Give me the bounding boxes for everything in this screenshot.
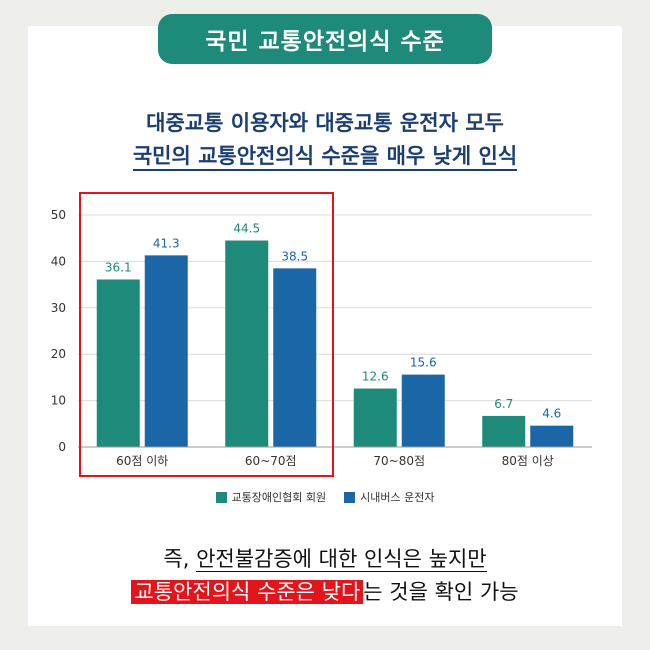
x-tick-label: 80점 이상 bbox=[502, 454, 554, 468]
chart-legend: 교통장애인협회 회원 시내버스 운전자 bbox=[0, 489, 650, 505]
summary-line-2: 교통안전의식 수준은 낮다 는 것을 확인 가능 bbox=[0, 576, 650, 606]
headline-line-1: 대중교통 이용자와 대중교통 운전자 모두 bbox=[146, 111, 504, 135]
legend-label-series-1: 교통장애인협회 회원 bbox=[231, 491, 327, 504]
legend-item-series-1: 교통장애인협회 회원 bbox=[215, 489, 327, 505]
data-label: 44.5 bbox=[233, 222, 260, 236]
y-tick-label: 20 bbox=[51, 347, 66, 361]
bar bbox=[353, 388, 397, 447]
x-tick-label: 60~70점 bbox=[245, 454, 297, 468]
data-label: 12.6 bbox=[362, 370, 389, 384]
summary-highlight-text: 교통안전의식 수준은 낮다 bbox=[131, 580, 364, 604]
y-tick-label: 10 bbox=[51, 394, 66, 408]
data-label: 4.6 bbox=[542, 407, 561, 421]
data-label: 38.5 bbox=[281, 249, 308, 263]
page-title: 국민 교통안전의식 수준 bbox=[205, 29, 445, 55]
summary-line-1: 즉, 안전불감증에 대한 인식은 높지만 bbox=[0, 543, 650, 573]
headline-line-2: 국민의 교통안전의식 수준을 매우 낮게 인식 bbox=[0, 140, 650, 171]
page-title-banner: 국민 교통안전의식 수준 bbox=[158, 14, 492, 64]
bar bbox=[273, 268, 317, 447]
data-label: 6.7 bbox=[494, 397, 513, 411]
bar bbox=[401, 374, 445, 447]
summary-underlined-text: 안전불감증에 대한 인식은 높지만 bbox=[196, 547, 487, 572]
legend-swatch-series-2 bbox=[344, 491, 356, 503]
summary-suffix: 는 것을 확인 가능 bbox=[363, 580, 519, 604]
data-label: 15.6 bbox=[410, 356, 437, 370]
data-label: 41.3 bbox=[153, 236, 180, 250]
y-tick-label: 40 bbox=[51, 254, 66, 268]
highlight-box bbox=[79, 192, 334, 477]
headline-line-2-text: 국민의 교통안전의식 수준을 매우 낮게 인식 bbox=[132, 144, 518, 171]
bar bbox=[225, 240, 269, 447]
legend-swatch-series-1 bbox=[215, 491, 227, 503]
bar bbox=[482, 415, 526, 447]
data-label: 36.1 bbox=[105, 260, 132, 274]
summary-prefix: 즉, bbox=[163, 547, 197, 571]
bar bbox=[144, 255, 188, 447]
x-tick-label: 70~80점 bbox=[373, 454, 425, 468]
y-tick-label: 50 bbox=[51, 208, 66, 222]
bar bbox=[530, 425, 574, 447]
y-tick-label: 30 bbox=[51, 301, 66, 315]
y-tick-label: 0 bbox=[58, 440, 66, 454]
bar bbox=[96, 279, 140, 447]
legend-label-series-2: 시내버스 운전자 bbox=[360, 491, 435, 504]
legend-item-series-2: 시내버스 운전자 bbox=[344, 489, 434, 505]
x-tick-label: 60점 이하 bbox=[116, 454, 168, 468]
